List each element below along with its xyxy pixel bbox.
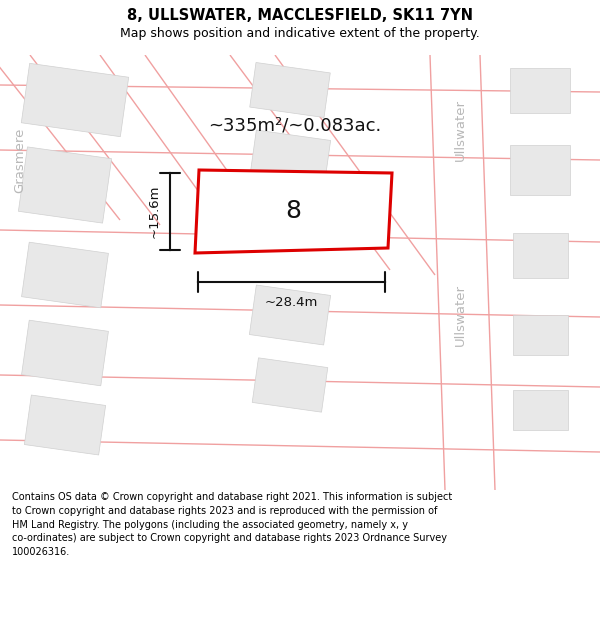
Polygon shape [510,68,570,112]
Polygon shape [195,170,392,253]
Text: ~28.4m: ~28.4m [265,296,318,309]
Polygon shape [19,147,112,223]
Text: ~15.6m: ~15.6m [148,185,161,238]
Text: co-ordinates) are subject to Crown copyright and database rights 2023 Ordnance S: co-ordinates) are subject to Crown copyr… [12,533,447,543]
Polygon shape [250,130,331,190]
Text: Contains OS data © Crown copyright and database right 2021. This information is : Contains OS data © Crown copyright and d… [12,492,452,502]
Polygon shape [512,390,568,430]
Polygon shape [512,232,568,278]
Polygon shape [512,315,568,355]
Text: to Crown copyright and database rights 2023 and is reproduced with the permissio: to Crown copyright and database rights 2… [12,506,437,516]
Polygon shape [22,242,109,308]
Text: HM Land Registry. The polygons (including the associated geometry, namely x, y: HM Land Registry. The polygons (includin… [12,519,408,529]
Polygon shape [22,320,109,386]
Text: 8, ULLSWATER, MACCLESFIELD, SK11 7YN: 8, ULLSWATER, MACCLESFIELD, SK11 7YN [127,8,473,23]
Polygon shape [22,63,128,137]
Text: 8: 8 [286,199,302,223]
Polygon shape [510,145,570,195]
Text: Ullswater: Ullswater [454,284,467,346]
Polygon shape [252,358,328,412]
Polygon shape [250,62,330,118]
Text: 100026316.: 100026316. [12,547,70,557]
Text: Grasmere: Grasmere [13,127,26,192]
Text: Map shows position and indicative extent of the property.: Map shows position and indicative extent… [120,27,480,40]
Text: Ullswater: Ullswater [454,99,467,161]
Polygon shape [250,285,331,345]
Polygon shape [25,395,106,455]
Text: ~335m²/~0.083ac.: ~335m²/~0.083ac. [208,116,382,134]
